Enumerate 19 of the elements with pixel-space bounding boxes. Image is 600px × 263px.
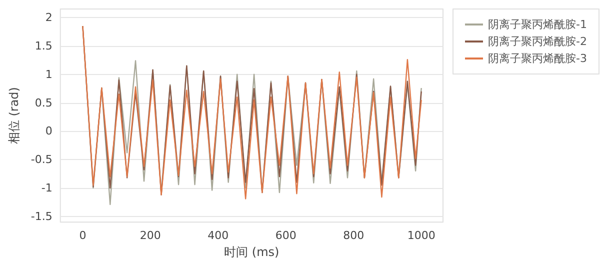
y-tick-label: -1.5 <box>30 210 52 223</box>
x-axis-title: 时间 (ms) <box>224 245 280 259</box>
x-tick-label: 800 <box>343 229 364 242</box>
y-tick-label: 0 <box>45 124 52 138</box>
y-tick-label: -1 <box>41 182 52 195</box>
y-tick-label: 1.5 <box>34 39 52 52</box>
x-tick-label: 600 <box>275 229 296 242</box>
y-tick-label: 0.5 <box>34 96 52 110</box>
y-tick-label: -0.5 <box>30 153 52 166</box>
x-tick-label: 0 <box>79 229 86 242</box>
legend-label: 阴离子聚丙烯酰胺-2 <box>488 35 587 48</box>
y-axis-title: 相位 (rad) <box>7 87 21 144</box>
y-tick-label: 2 <box>45 11 52 24</box>
x-tick-label: 1000 <box>407 229 436 242</box>
x-tick-label: 400 <box>208 229 229 242</box>
legend-label: 阴离子聚丙烯酰胺-1 <box>488 18 587 31</box>
legend-label: 阴离子聚丙烯酰胺-3 <box>488 52 587 65</box>
x-tick-label: 200 <box>140 229 161 242</box>
y-tick-label: 1 <box>45 68 52 81</box>
